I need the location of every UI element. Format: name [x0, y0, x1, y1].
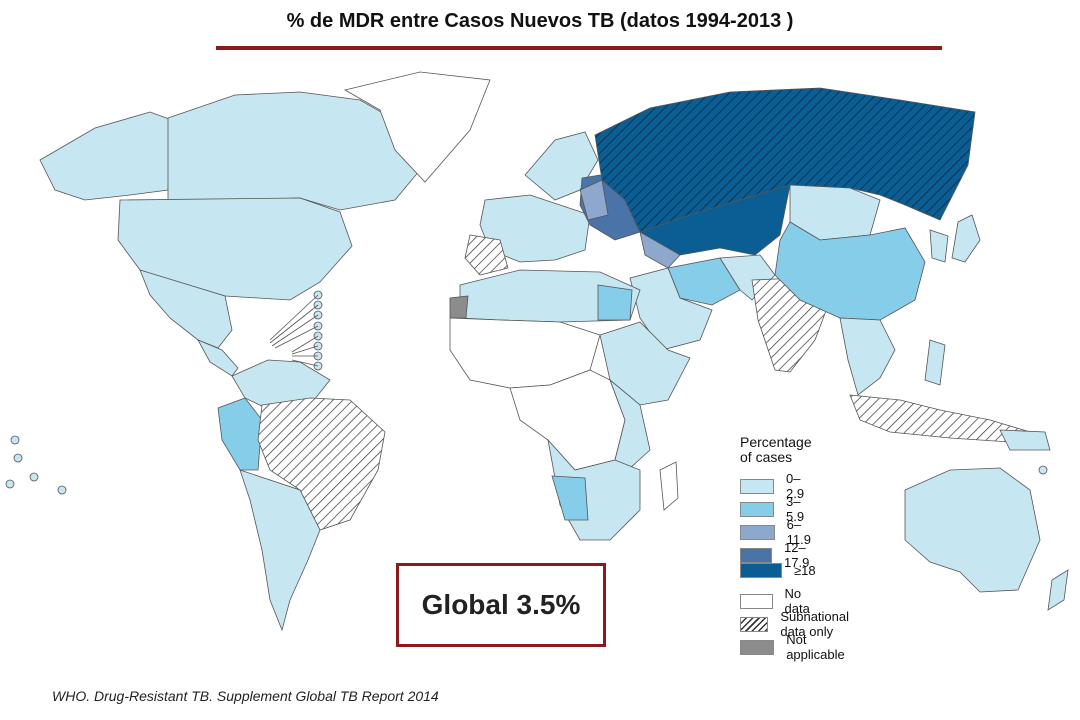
- legend-swatch: [740, 547, 773, 563]
- legend-item: Subnational data only: [740, 609, 863, 639]
- legend-label: No data: [784, 586, 810, 616]
- region-madagascar: [659, 461, 679, 511]
- region-iberia: [464, 234, 509, 276]
- region-western-sahara: [449, 295, 469, 319]
- title-underline: [216, 46, 942, 50]
- legend-swatch: [740, 524, 775, 540]
- legend-item: 12–17.9: [740, 540, 819, 570]
- legend-label: 0–2.9: [786, 471, 805, 501]
- legend-label: 6–11.9: [786, 517, 811, 547]
- legend-item: Not applicable: [740, 632, 853, 662]
- legend-heading: Percentage of cases: [740, 435, 812, 465]
- global-rate-label: Global 3.5%: [421, 589, 581, 620]
- legend-swatch: [740, 593, 773, 609]
- global-rate-box: Global 3.5%: [396, 563, 606, 647]
- region-peru: [217, 397, 263, 471]
- legend-heading-line2: of cases: [740, 449, 793, 465]
- legend-item: No data: [740, 586, 819, 616]
- region-colombia-venezuela: [231, 359, 331, 411]
- region-scandinavia: [524, 131, 599, 201]
- legend-swatch: [740, 501, 775, 517]
- legend-swatch: [740, 639, 775, 655]
- region-china: [774, 221, 926, 321]
- region-japan: [951, 214, 981, 263]
- region-new-zealand: [1047, 569, 1069, 611]
- region-egypt: [597, 284, 633, 321]
- legend-swatch: [740, 616, 769, 632]
- region-southeast-asia: [839, 317, 896, 396]
- region-central-america: [197, 339, 239, 377]
- region-southern-cone: [239, 469, 321, 632]
- legend-label: 3–5.9: [786, 494, 805, 524]
- region-belarus-moldova: [579, 179, 609, 221]
- legend-label: 12–17.9: [784, 540, 810, 570]
- legend-label: Subnational data only: [780, 609, 850, 639]
- legend-item: 3–5.9: [740, 494, 812, 524]
- region-australia: [904, 467, 1041, 593]
- legend-item: ≥18: [740, 563, 816, 578]
- legend-swatch: [740, 563, 782, 578]
- world-map: [5, 71, 1069, 632]
- region-papua: [999, 429, 1051, 451]
- region-greenland: [343, 71, 491, 183]
- map-title: % de MDR entre Casos Nuevos TB (datos 19…: [286, 10, 794, 32]
- region-philippines: [924, 339, 946, 386]
- legend-item: 6–11.9: [740, 517, 818, 547]
- region-namibia: [551, 475, 589, 521]
- legend-heading-line1: Percentage: [740, 434, 812, 450]
- region-alaska: [39, 111, 173, 201]
- source-citation: WHO. Drug-Resistant TB. Supplement Globa…: [52, 688, 439, 704]
- map-legend: Percentage of cases 0–2.9 3–5.9 6–11.9 12–1…: [740, 435, 849, 662]
- region-russia: [594, 87, 976, 233]
- region-arabia: [629, 267, 713, 351]
- region-usa: [117, 197, 353, 301]
- legend-label: Not applicable: [786, 632, 845, 662]
- region-brazil: [257, 397, 386, 531]
- region-korea: [929, 229, 949, 263]
- legend-item: 0–2.9: [740, 471, 812, 501]
- legend-swatch: [740, 478, 775, 494]
- legend-label: ≥18: [794, 563, 816, 578]
